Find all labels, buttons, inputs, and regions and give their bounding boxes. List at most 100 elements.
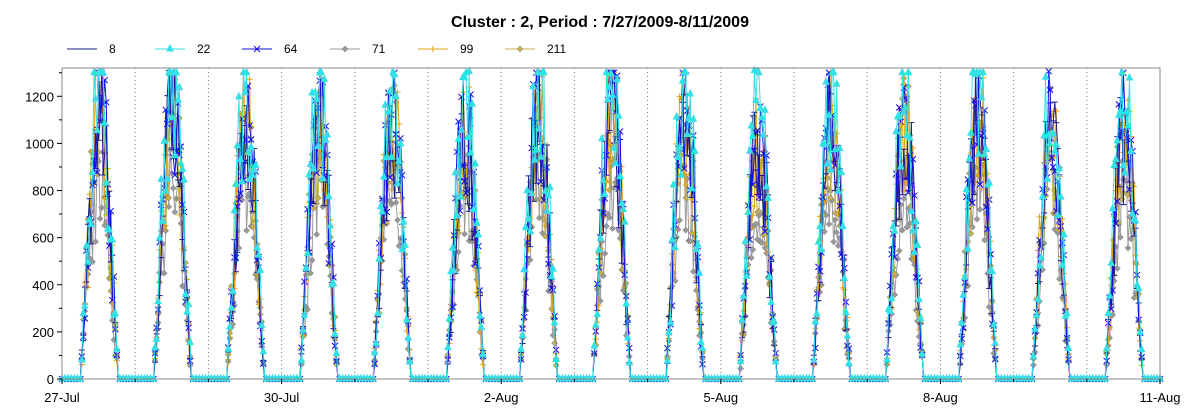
point-71 (98, 204, 106, 212)
point-22 (605, 82, 614, 90)
point-22 (811, 316, 820, 325)
point-22 (759, 129, 768, 138)
point-22 (764, 193, 772, 201)
point-22 (979, 67, 987, 76)
point-22 (331, 329, 339, 337)
plot-frame (61, 67, 1161, 380)
point-64 (304, 205, 311, 213)
point-64 (915, 277, 923, 285)
point-211 (165, 194, 173, 202)
legend-label: 8 (109, 42, 116, 56)
point-64 (1045, 67, 1053, 75)
point-22 (332, 348, 341, 356)
point-64 (616, 128, 624, 135)
point-22 (915, 294, 923, 303)
point-22 (384, 106, 393, 115)
point-22 (967, 128, 975, 136)
point-22 (840, 273, 849, 282)
point-22 (617, 198, 626, 207)
point-22 (152, 334, 161, 343)
point-71 (749, 246, 757, 253)
point-71 (830, 238, 838, 246)
point-22 (87, 219, 95, 227)
point-211 (462, 191, 470, 199)
point-64 (1123, 134, 1130, 142)
point-64 (105, 242, 113, 250)
point-64 (754, 127, 761, 134)
point-22 (466, 148, 475, 156)
point-22 (910, 247, 919, 256)
point-22 (960, 272, 969, 280)
point-71 (891, 291, 899, 299)
point-22 (399, 216, 408, 225)
point-22 (896, 161, 905, 170)
point-22 (1031, 324, 1039, 332)
point-64 (328, 240, 336, 248)
point-22 (665, 327, 673, 336)
point-22 (314, 141, 323, 149)
point-22 (683, 129, 692, 138)
point-22 (1127, 146, 1135, 154)
point-71 (1055, 275, 1063, 283)
point-22 (613, 74, 621, 83)
point-22 (601, 189, 609, 198)
point-22 (1111, 154, 1120, 163)
point-22 (398, 244, 406, 253)
point-22 (736, 356, 745, 364)
point-64 (1063, 334, 1071, 342)
point-64 (449, 303, 456, 311)
point-22 (472, 218, 481, 226)
point-64 (761, 228, 769, 235)
point-22 (907, 206, 916, 214)
point-71 (169, 184, 177, 192)
point-22 (959, 290, 968, 298)
point-22 (832, 79, 841, 87)
point-64 (1046, 86, 1054, 94)
point-71 (461, 230, 468, 238)
point-22 (666, 317, 675, 326)
point-64 (991, 355, 999, 363)
point-22 (755, 67, 763, 76)
point-22 (1119, 160, 1128, 169)
point-22 (622, 298, 631, 307)
point-22 (93, 125, 101, 134)
point-22 (245, 174, 254, 183)
point-64 (839, 253, 847, 261)
point-22 (227, 303, 236, 311)
point-64 (691, 214, 699, 222)
point-22 (318, 173, 327, 182)
legend-marker (516, 45, 524, 53)
point-22 (892, 126, 900, 135)
point-71 (1116, 234, 1124, 241)
point-22 (886, 306, 894, 314)
point-211 (542, 233, 549, 240)
point-71 (981, 236, 988, 244)
legend-marker (430, 46, 436, 52)
point-64 (819, 193, 827, 201)
point-22 (602, 67, 611, 76)
point-64 (397, 134, 404, 142)
legend-item-211: 211 (505, 42, 566, 56)
point-99 (621, 284, 628, 291)
point-64 (386, 174, 394, 181)
point-22 (530, 155, 539, 163)
point-22 (537, 152, 545, 160)
point-99 (691, 229, 698, 236)
point-64 (314, 104, 322, 112)
point-22 (546, 182, 554, 190)
point-64 (815, 263, 822, 271)
point-71 (1030, 361, 1037, 369)
point-22 (834, 186, 843, 194)
point-22 (453, 210, 461, 219)
point-22 (451, 167, 460, 176)
x-tick-label: 11-Aug (1140, 390, 1181, 405)
point-99 (316, 157, 323, 164)
point-22 (251, 160, 260, 168)
point-71 (1127, 235, 1135, 243)
point-22 (623, 332, 632, 341)
point-22 (1052, 139, 1061, 148)
point-64 (186, 357, 194, 365)
point-22 (247, 142, 255, 150)
point-22 (899, 107, 908, 116)
point-22 (965, 153, 974, 162)
